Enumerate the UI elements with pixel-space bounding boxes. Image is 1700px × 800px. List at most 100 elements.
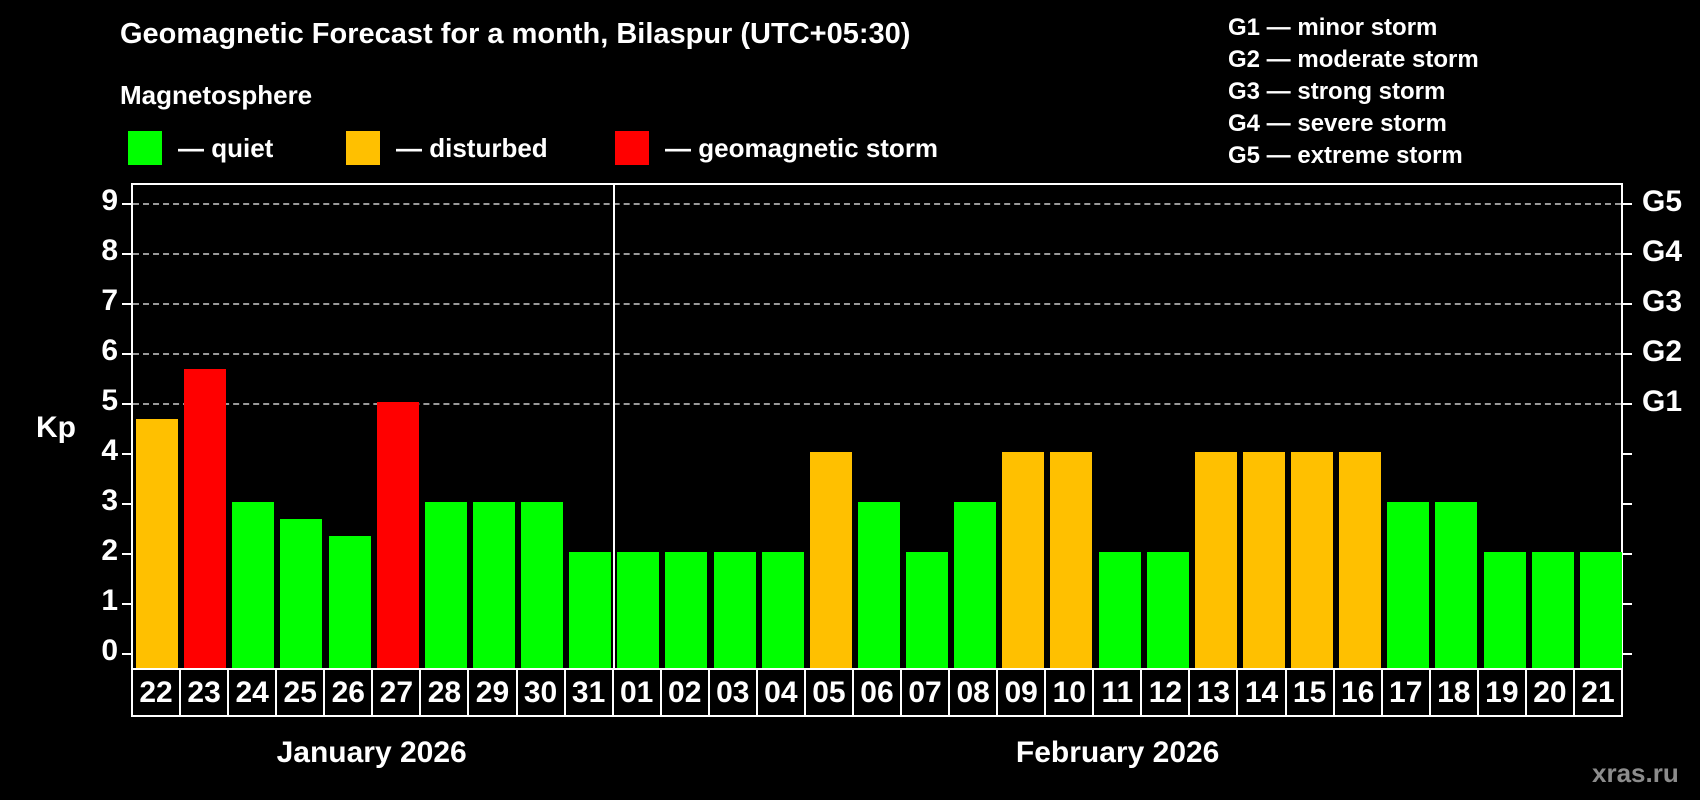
day-label-12: 12 (1142, 670, 1189, 715)
right-axis-label-g4: G4 (1642, 235, 1683, 268)
day-label-11: 11 (1094, 670, 1141, 715)
gridline-kp-7 (133, 303, 1621, 305)
y-tick-label-5: 5 (101, 384, 118, 417)
legend-item-disturbed: — disturbed (346, 131, 548, 165)
month-caption-january: January 2026 (276, 736, 467, 769)
day-label-02: 02 (661, 670, 708, 715)
right-tick-5 (1623, 403, 1632, 405)
gridline-kp-8 (133, 253, 1621, 255)
right-tick-0 (1623, 653, 1632, 655)
kp-bar-january-28 (424, 502, 467, 668)
day-label-17: 17 (1382, 670, 1429, 715)
storm-color-swatch (615, 131, 649, 165)
day-label-18: 18 (1430, 670, 1477, 715)
legend-label-disturbed: — disturbed (396, 132, 548, 163)
right-tick-6 (1623, 353, 1632, 355)
kp-bar-february-15 (1291, 452, 1334, 668)
kp-bar-january-31 (569, 552, 612, 668)
right-axis-label-g1: G1 (1642, 385, 1683, 418)
day-label-21: 21 (1574, 670, 1621, 715)
kp-bar-january-29 (472, 502, 515, 668)
y-tick-label-3: 3 (101, 484, 118, 517)
gridline-kp-9 (133, 203, 1621, 205)
day-label-05: 05 (805, 670, 852, 715)
kp-bar-february-09 (1002, 452, 1045, 668)
legend-item-storm: — geomagnetic storm (615, 131, 938, 165)
month-boundary-line (613, 185, 616, 668)
kp-bar-february-06 (857, 502, 900, 668)
kp-bar-february-12 (1146, 552, 1189, 668)
left-tick-8 (122, 253, 131, 255)
disturbed-color-swatch (346, 131, 380, 165)
day-label-28: 28 (421, 670, 468, 715)
legend-label-quiet: — quiet (178, 132, 274, 163)
right-tick-2 (1623, 553, 1632, 555)
y-tick-label-8: 8 (101, 234, 118, 267)
quiet-color-swatch (128, 131, 162, 165)
right-tick-1 (1623, 603, 1632, 605)
right-tick-3 (1623, 503, 1632, 505)
right-tick-8 (1623, 253, 1632, 255)
left-tick-2 (122, 553, 131, 555)
y-tick-label-2: 2 (101, 534, 118, 567)
day-label-27: 27 (373, 670, 420, 715)
day-label-01: 01 (613, 670, 660, 715)
kp-bar-january-30 (521, 502, 564, 668)
y-axis-title: Kp (36, 411, 76, 444)
left-tick-9 (122, 203, 131, 205)
storm-scale-legend-line-1: G1 — minor storm (1228, 14, 1438, 41)
legend-label-storm: — geomagnetic storm (665, 132, 939, 163)
day-label-04: 04 (757, 670, 804, 715)
day-label-31: 31 (565, 670, 612, 715)
watermark: xras.ru (1592, 758, 1679, 788)
right-axis-label-g2: G2 (1642, 335, 1683, 368)
kp-bar-february-21 (1579, 552, 1622, 668)
day-label-23: 23 (181, 670, 228, 715)
right-tick-9 (1623, 203, 1632, 205)
chart-subtitle: Magnetosphere (120, 80, 313, 110)
day-label-07: 07 (902, 670, 949, 715)
day-label-15: 15 (1286, 670, 1333, 715)
kp-bar-february-03 (713, 552, 756, 668)
right-axis-label-g3: G3 (1642, 285, 1683, 318)
day-axis-row: 22 23 24 25 26 27 28 29 30 31 01 02 03 04 05 06 07 08 09 10… (131, 668, 1623, 717)
kp-bar-february-01 (617, 552, 660, 668)
left-tick-6 (122, 353, 131, 355)
day-label-29: 29 (469, 670, 516, 715)
right-tick-4 (1623, 453, 1632, 455)
gridline-kp-5 (133, 403, 1621, 405)
kp-bar-february-13 (1194, 452, 1237, 668)
right-tick-7 (1623, 303, 1632, 305)
kp-bar-february-10 (1050, 452, 1093, 668)
kp-bar-february-04 (761, 552, 804, 668)
chart-title: Geomagnetic Forecast for a month, Bilasp… (120, 18, 911, 50)
kp-bar-february-02 (665, 552, 708, 668)
kp-bar-february-17 (1387, 502, 1430, 668)
month-caption-february: February 2026 (1015, 736, 1220, 769)
kp-bar-february-19 (1483, 552, 1526, 668)
storm-scale-legend-line-2: G2 — moderate storm (1228, 46, 1479, 73)
kp-bar-january-24 (232, 502, 275, 668)
y-tick-label-6: 6 (101, 334, 118, 367)
kp-bar-february-07 (906, 552, 949, 668)
y-tick-label-1: 1 (101, 584, 118, 617)
left-tick-5 (122, 403, 131, 405)
kp-bar-february-16 (1339, 452, 1382, 668)
day-label-09: 09 (998, 670, 1045, 715)
kp-bar-february-05 (809, 452, 852, 668)
day-label-26: 26 (325, 670, 372, 715)
left-tick-4 (122, 453, 131, 455)
day-label-14: 14 (1238, 670, 1285, 715)
day-label-16: 16 (1334, 670, 1381, 715)
kp-bar-january-23 (184, 368, 227, 668)
plot-area (122, 183, 1632, 668)
kp-bar-february-20 (1531, 552, 1574, 668)
left-tick-7 (122, 303, 131, 305)
day-label-13: 13 (1190, 670, 1237, 715)
day-label-08: 08 (950, 670, 997, 715)
storm-scale-legend: G1 — minor storm G2 — moderate storm G3 — … (1228, 12, 1479, 172)
storm-scale-legend-line-5: G5 — extreme storm (1228, 142, 1463, 169)
storm-scale-legend-line-4: G4 — severe storm (1228, 110, 1447, 137)
day-label-03: 03 (709, 670, 756, 715)
day-label-24: 24 (229, 670, 276, 715)
